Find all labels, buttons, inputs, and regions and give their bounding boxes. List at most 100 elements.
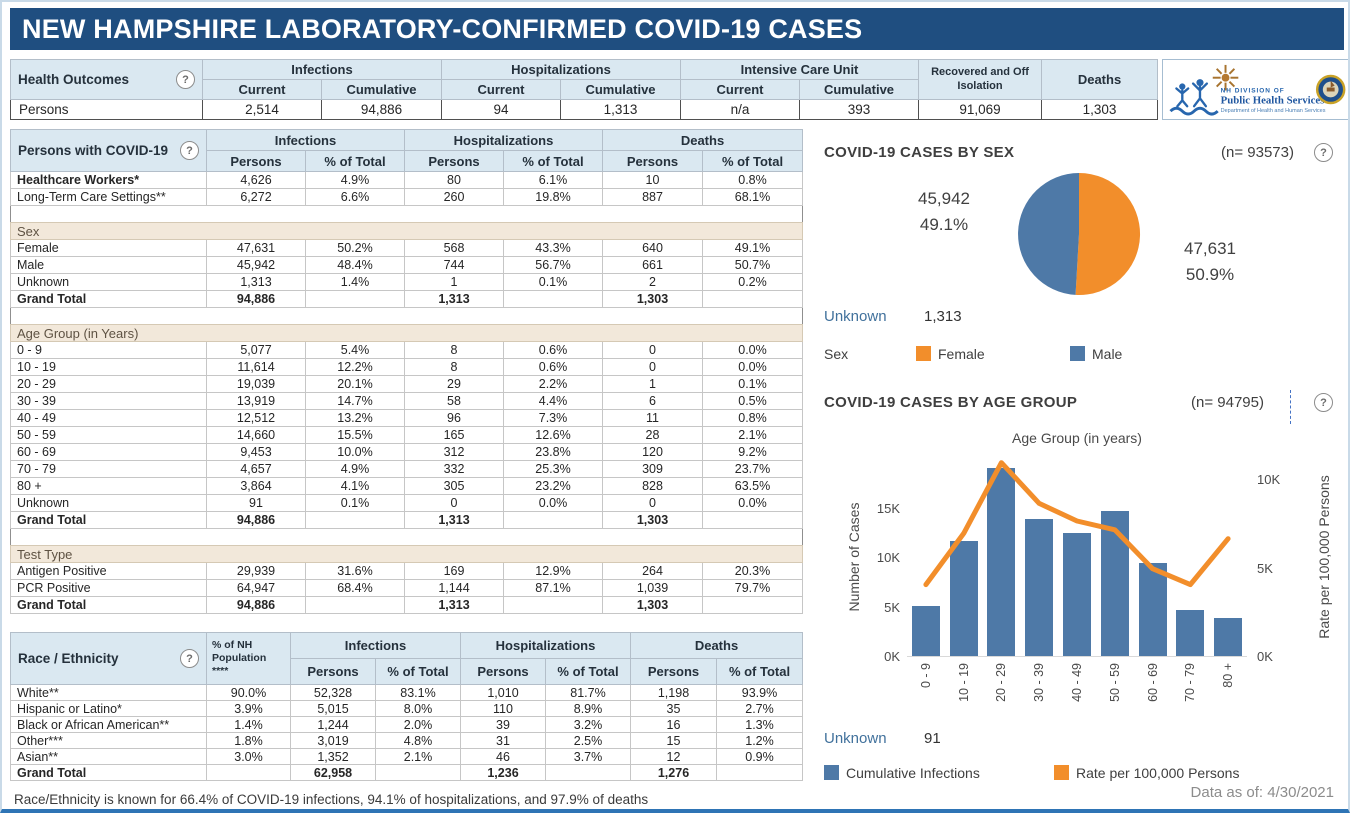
value-cell[interactable]: 165	[404, 426, 504, 444]
value-cell[interactable]: 15.5%	[305, 426, 405, 444]
value-cell[interactable]: 1,303	[1041, 99, 1159, 120]
value-cell[interactable]: 23.7%	[701, 460, 804, 478]
population-cell[interactable]: 1.4%	[206, 716, 291, 733]
help-icon[interactable]: ?	[176, 70, 195, 89]
row-label[interactable]: 40 - 49	[10, 409, 207, 427]
value-cell[interactable]: 393	[798, 99, 920, 120]
population-cell[interactable]	[206, 764, 291, 781]
table-row[interactable]: 10 - 19 11,614 12.2% 8 0.6% 0 0.0%	[10, 358, 804, 376]
age-bar[interactable]	[1138, 563, 1167, 656]
value-cell[interactable]: 4.1%	[305, 477, 405, 495]
value-cell[interactable]: 1,236	[460, 764, 546, 781]
value-cell[interactable]: 0	[602, 494, 703, 512]
value-cell[interactable]: 63.5%	[701, 477, 804, 495]
row-label[interactable]: 0 - 9	[10, 341, 207, 359]
table-row[interactable]: 50 - 59 14,660 15.5% 165 12.6% 28 2.1%	[10, 426, 804, 444]
table-row[interactable]: Other*** 1.8% 3,019 4.8% 31 2.5% 15 1.2%	[10, 732, 804, 749]
table-row[interactable]: 0 - 9 5,077 5.4% 8 0.6% 0 0.0%	[10, 341, 804, 359]
value-cell[interactable]: 4,657	[206, 460, 306, 478]
value-cell[interactable]: 19,039	[206, 375, 306, 393]
value-cell[interactable]: 50.2%	[305, 239, 405, 257]
value-cell[interactable]: 120	[602, 443, 703, 461]
value-cell[interactable]: 29,939	[206, 562, 306, 580]
value-cell[interactable]: 79.7%	[701, 579, 804, 597]
value-cell[interactable]: 83.1%	[375, 684, 461, 701]
value-cell[interactable]: 28	[602, 426, 703, 444]
row-label[interactable]: Antigen Positive	[10, 562, 207, 580]
table-row[interactable]: 70 - 79 4,657 4.9% 332 25.3% 309 23.7%	[10, 460, 804, 478]
value-cell[interactable]: 68.4%	[305, 579, 405, 597]
value-cell[interactable]: 6.1%	[503, 171, 603, 189]
value-cell[interactable]: 87.1%	[503, 579, 603, 597]
value-cell[interactable]: 3,019	[290, 732, 376, 749]
legend-swatch-male[interactable]	[1070, 346, 1085, 361]
value-cell[interactable]: 49.1%	[701, 239, 804, 257]
help-icon[interactable]: ?	[1314, 393, 1333, 412]
value-cell[interactable]: 47,631	[206, 239, 306, 257]
value-cell[interactable]: 91	[206, 494, 306, 512]
value-cell[interactable]: 94,886	[206, 596, 306, 614]
value-cell[interactable]	[715, 764, 804, 781]
value-cell[interactable]	[701, 511, 804, 529]
value-cell[interactable]: 0.1%	[503, 273, 603, 291]
value-cell[interactable]: 23.8%	[503, 443, 603, 461]
value-cell[interactable]: 8.9%	[545, 700, 631, 717]
legend-swatch-rate[interactable]	[1054, 765, 1069, 780]
value-cell[interactable]: 23.2%	[503, 477, 603, 495]
value-cell[interactable]: 312	[404, 443, 504, 461]
value-cell[interactable]: 9,453	[206, 443, 306, 461]
value-cell[interactable]: 1,039	[602, 579, 703, 597]
help-icon[interactable]: ?	[180, 649, 199, 668]
value-cell[interactable]: 64,947	[206, 579, 306, 597]
age-bar[interactable]	[1063, 533, 1091, 656]
value-cell[interactable]: 81.7%	[545, 684, 631, 701]
table-row[interactable]: White** 90.0% 52,328 83.1% 1,010 81.7% 1,198 93…	[10, 684, 804, 701]
legend-swatch-infections[interactable]	[824, 765, 839, 780]
value-cell[interactable]: 20.3%	[701, 562, 804, 580]
age-bar[interactable]	[1025, 519, 1054, 656]
table-row[interactable]: 30 - 39 13,919 14.7% 58 4.4% 6 0.5%	[10, 392, 804, 410]
table-row[interactable]: 20 - 29 19,039 20.1% 29 2.2% 1 0.1%	[10, 375, 804, 393]
value-cell[interactable]: 12,512	[206, 409, 306, 427]
legend-label-male[interactable]: Male	[1092, 346, 1123, 362]
value-cell[interactable]: 1,144	[404, 579, 504, 597]
value-cell[interactable]: 1,303	[602, 596, 703, 614]
value-cell[interactable]: 11,614	[206, 358, 306, 376]
value-cell[interactable]	[305, 596, 405, 614]
value-cell[interactable]: 1.4%	[305, 273, 405, 291]
value-cell[interactable]: 332	[404, 460, 504, 478]
value-cell[interactable]: 0.8%	[701, 409, 804, 427]
pie-slice-male[interactable]	[1018, 173, 1079, 295]
row-label[interactable]: 70 - 79	[10, 460, 207, 478]
value-cell[interactable]: 62,958	[290, 764, 376, 781]
value-cell[interactable]: 1,313	[404, 596, 504, 614]
legend-label-infections[interactable]: Cumulative Infections	[846, 765, 980, 781]
value-cell[interactable]: 2	[602, 273, 703, 291]
value-cell[interactable]: 7.3%	[503, 409, 603, 427]
value-cell[interactable]: 640	[602, 239, 703, 257]
table-row[interactable]: Healthcare Workers* 4,626 4.9% 80 6.1% 10 0.8%	[10, 171, 804, 189]
value-cell[interactable]: 264	[602, 562, 703, 580]
row-label[interactable]: Black or African American**	[10, 716, 207, 733]
value-cell[interactable]: 48.4%	[305, 256, 405, 274]
help-icon[interactable]: ?	[1314, 143, 1333, 162]
value-cell[interactable]: 1,198	[630, 684, 717, 701]
value-cell[interactable]: 0.8%	[701, 171, 804, 189]
value-cell[interactable]: 887	[602, 188, 703, 206]
value-cell[interactable]: 1,276	[630, 764, 717, 781]
value-cell[interactable]: 1,313	[206, 273, 306, 291]
value-cell[interactable]: 5,015	[290, 700, 376, 717]
value-cell[interactable]	[503, 511, 603, 529]
row-label[interactable]: 30 - 39	[10, 392, 207, 410]
value-cell[interactable]: 0.9%	[715, 748, 804, 765]
value-cell[interactable]: 20.1%	[305, 375, 405, 393]
table-row[interactable]: Grand Total 62,958 1,236 1,276	[10, 764, 804, 781]
value-cell[interactable]: 0.0%	[701, 341, 804, 359]
table-row[interactable]: Antigen Positive 29,939 31.6% 169 12.9% 264 20…	[10, 562, 804, 580]
value-cell[interactable]: 35	[630, 700, 717, 717]
value-cell[interactable]	[503, 596, 603, 614]
table-row[interactable]: Grand Total 94,886 1,313 1,303	[10, 596, 804, 614]
value-cell[interactable]: 4.9%	[305, 171, 405, 189]
value-cell[interactable]: 94,886	[206, 290, 306, 308]
value-cell[interactable]: 16	[630, 716, 717, 733]
